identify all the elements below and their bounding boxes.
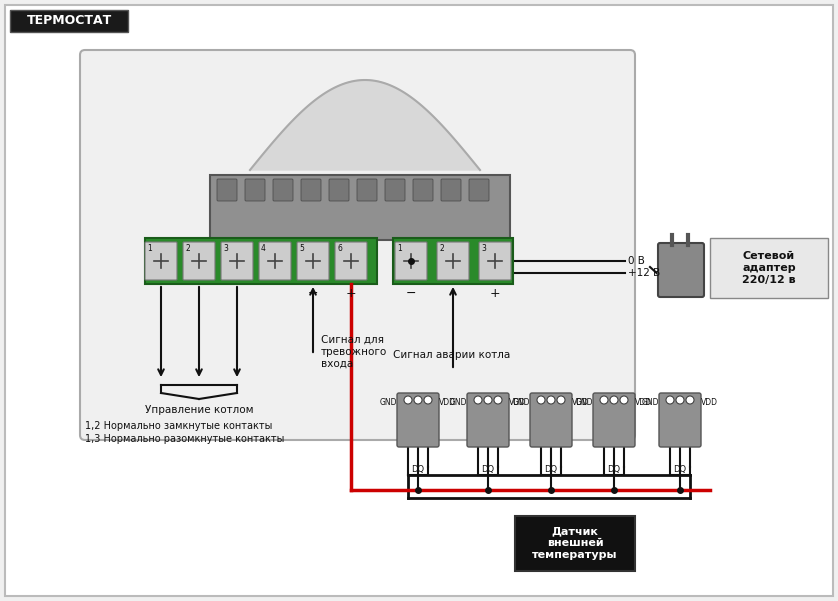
Circle shape [302, 250, 324, 272]
Circle shape [676, 396, 684, 404]
Text: Сетевой
адаптер
220/12 в: Сетевой адаптер 220/12 в [742, 251, 796, 285]
Bar [515, 516, 635, 571]
Text: Сигнал для
тревожного
входа: Сигнал для тревожного входа [321, 335, 387, 368]
FancyBboxPatch shape [217, 179, 237, 201]
Text: GND: GND [513, 398, 530, 407]
Circle shape [188, 250, 210, 272]
Circle shape [620, 396, 628, 404]
Text: 0 В: 0 В [628, 256, 645, 266]
Circle shape [557, 396, 565, 404]
Bar [393, 238, 513, 284]
Circle shape [610, 396, 618, 404]
FancyBboxPatch shape [530, 393, 572, 447]
Circle shape [226, 250, 248, 272]
FancyBboxPatch shape [413, 179, 433, 201]
Text: +: + [489, 287, 500, 300]
Text: ТЕРМОСТАТ: ТЕРМОСТАТ [26, 14, 111, 28]
Circle shape [600, 396, 608, 404]
Circle shape [264, 250, 286, 272]
Text: VDD: VDD [701, 398, 718, 407]
Circle shape [686, 396, 694, 404]
FancyBboxPatch shape [297, 242, 329, 280]
Circle shape [340, 250, 362, 272]
FancyBboxPatch shape [397, 393, 439, 447]
Text: 1: 1 [397, 244, 401, 253]
Text: DQ: DQ [608, 465, 621, 474]
FancyBboxPatch shape [329, 179, 349, 201]
Polygon shape [250, 80, 480, 170]
Circle shape [494, 396, 502, 404]
FancyBboxPatch shape [335, 242, 367, 280]
FancyBboxPatch shape [259, 242, 291, 280]
FancyBboxPatch shape [395, 242, 427, 280]
Text: VDD: VDD [439, 398, 456, 407]
Bar [145, 238, 377, 284]
Text: GND: GND [576, 398, 593, 407]
Circle shape [400, 250, 422, 272]
FancyBboxPatch shape [80, 50, 635, 440]
Text: VDD: VDD [509, 398, 526, 407]
Text: +: + [346, 287, 356, 300]
FancyBboxPatch shape [467, 393, 509, 447]
Text: 2: 2 [185, 244, 189, 253]
Circle shape [150, 250, 172, 272]
Text: −: − [308, 287, 318, 300]
Bar [10, 10, 128, 32]
Circle shape [484, 396, 492, 404]
Text: 1: 1 [147, 244, 152, 253]
Text: Датчик
внешней
температуры: Датчик внешней температуры [532, 526, 618, 560]
FancyBboxPatch shape [658, 243, 704, 297]
FancyBboxPatch shape [273, 179, 293, 201]
Text: DQ: DQ [545, 465, 557, 474]
Circle shape [424, 396, 432, 404]
Circle shape [666, 396, 674, 404]
Text: VDD: VDD [572, 398, 589, 407]
Text: Управление котлом: Управление котлом [145, 405, 253, 415]
Text: VDD: VDD [635, 398, 652, 407]
FancyBboxPatch shape [385, 179, 405, 201]
Circle shape [414, 396, 422, 404]
Text: GND: GND [449, 398, 467, 407]
Text: 4: 4 [261, 244, 266, 253]
FancyBboxPatch shape [245, 179, 265, 201]
Text: −: − [406, 287, 416, 300]
Bar [710, 238, 828, 298]
FancyBboxPatch shape [221, 242, 253, 280]
Text: 2: 2 [439, 244, 444, 253]
Circle shape [547, 396, 555, 404]
Circle shape [474, 396, 482, 404]
Text: DQ: DQ [674, 465, 686, 474]
Text: 3: 3 [223, 244, 228, 253]
Text: 1,2 Нормально замкнутые контакты: 1,2 Нормально замкнутые контакты [85, 421, 272, 431]
Text: 5: 5 [299, 244, 304, 253]
Circle shape [404, 396, 412, 404]
FancyBboxPatch shape [301, 179, 321, 201]
Circle shape [484, 250, 506, 272]
FancyBboxPatch shape [437, 242, 469, 280]
Text: +12 В: +12 В [628, 268, 660, 278]
FancyBboxPatch shape [441, 179, 461, 201]
FancyBboxPatch shape [659, 393, 701, 447]
FancyBboxPatch shape [479, 242, 511, 280]
FancyBboxPatch shape [469, 179, 489, 201]
Circle shape [537, 396, 545, 404]
Text: 6: 6 [337, 244, 342, 253]
FancyBboxPatch shape [145, 242, 177, 280]
FancyBboxPatch shape [357, 179, 377, 201]
Text: 3: 3 [481, 244, 486, 253]
Circle shape [442, 250, 464, 272]
Text: DQ: DQ [411, 465, 425, 474]
Bar [210, 175, 510, 240]
Text: 1,3 Нормально разомкнутые контакты: 1,3 Нормально разомкнутые контакты [85, 434, 284, 444]
Text: GND: GND [642, 398, 659, 407]
FancyBboxPatch shape [183, 242, 215, 280]
Text: DQ: DQ [482, 465, 494, 474]
Text: GND: GND [380, 398, 397, 407]
Text: Сигнал аварии котла: Сигнал аварии котла [393, 350, 510, 360]
FancyBboxPatch shape [593, 393, 635, 447]
